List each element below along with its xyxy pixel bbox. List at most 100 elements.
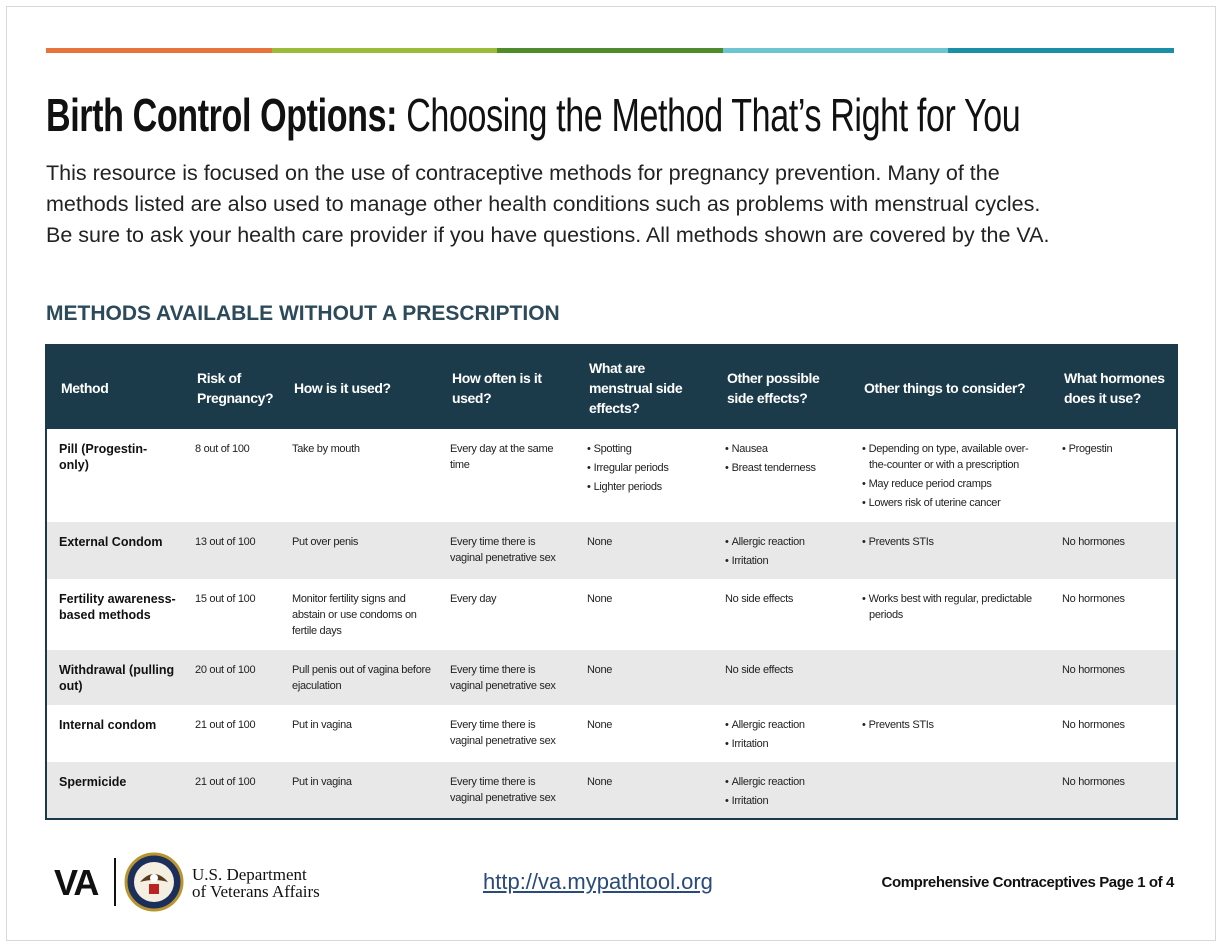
table-cell: Every day at the same time [450,443,554,471]
table-cell: Prevents STIs [850,705,1050,762]
color-bar [46,48,272,53]
table-cell: Progestin [1050,429,1177,522]
va-seal [124,852,184,912]
bullet-item: Progestin [1062,441,1170,457]
bullet-item: Depending on type, available over-the-co… [862,441,1044,473]
method-name: Internal condom [59,718,157,732]
bullet-list: Progestin [1062,441,1170,457]
table-cell: 20 out of 100 [183,650,280,705]
table-row: Pill (Progestin-only) 8 out of 100 Take by… [46,429,1177,522]
intro: This resource is focused on the use of c… [46,158,1050,251]
bullet-list: Nausea Breast tenderness [725,441,844,476]
table-cell: None [587,719,613,731]
table-cell: Every time there is vaginal penetrative … [438,650,575,705]
table-row: Internal condom 21 out of 100 Put in vagin… [46,705,1177,762]
table-cell: None [575,650,713,705]
column-header: Other things to consider? [850,345,1050,429]
table-cell: Every time there is vaginal penetrative … [438,522,575,579]
bullet-item: Allergic reaction [725,534,844,550]
table-cell [850,762,1050,819]
table-cell: 15 out of 100 [195,593,256,605]
table-cell: 21 out of 100 [183,762,280,819]
method-name: External Condom [46,522,183,579]
va-logo: VA [54,862,99,903]
column-header: Risk of Pregnancy? [183,345,280,429]
color-bar [948,48,1174,53]
bullet-item: Irregular periods [587,460,707,476]
page-border [6,6,1216,941]
table-cell: No hormones [1062,593,1125,605]
bullet-list: Prevents STIs [862,534,1044,550]
bullet-item: Works best with regular, predictable per… [862,591,1044,623]
table-row: Spermicide 21 out of 100 Put in vagina Ever… [46,762,1177,819]
table-cell: 8 out of 100 [195,443,250,455]
table-cell: No hormones [1050,762,1177,819]
bullet-item: Lighter periods [587,479,707,495]
bullet-item: Prevents STIs [862,717,1044,733]
site-link[interactable]: http://va.mypathtool.org [483,869,713,894]
bullet-list: Allergic reaction Irritation [725,534,844,569]
column-header: Other possible side effects? [713,345,850,429]
table-row: Withdrawal (pulling out) 20 out of 100 Pul… [46,650,1177,705]
bullet-item: Spotting [587,441,707,457]
table-cell: Prevents STIs [850,522,1050,579]
table-cell: No side effects [725,593,794,605]
section-title: METHODS AVAILABLE WITHOUT A PRESCRIPTION [46,302,560,325]
intro-line: methods listed are also used to manage o… [46,192,1041,216]
methods-table: Method Risk of Pregnancy? How is it used? H… [45,344,1178,820]
table-cell: Works best with regular, predictable per… [850,579,1050,650]
table-cell: Every time there is vaginal penetrative … [450,719,556,747]
department-line: of Veterans Affairs [192,882,320,901]
bullet-item: Prevents STIs [862,534,1044,550]
table-cell: Pull penis out of vagina before ejaculat… [280,650,438,705]
column-header: What are menstrual side effects? [575,345,713,429]
column-header: Method [46,345,183,429]
bullet-item: Allergic reaction [725,717,844,733]
method-name: Pill (Progestin-only) [59,442,148,472]
column-header: What hormones does it use? [1050,345,1177,429]
table-cell: No hormones [1062,719,1125,731]
bullet-list: Allergic reaction Irritation [725,774,844,809]
table-cell: Allergic reaction Irritation [713,522,850,579]
bullet-list: Spotting Irregular periods Lighter periods [587,441,707,495]
table-cell: None [575,522,713,579]
table-cell: No side effects [713,650,850,705]
intro-line: Be sure to ask your health care provider… [46,223,1050,247]
color-bar [723,48,949,53]
table-row: External Condom 13 out of 100 Put over pen… [46,522,1177,579]
bullet-list: Prevents STIs [862,717,1044,733]
bullet-item: Irritation [725,553,844,569]
method-name: Withdrawal (pulling out) [46,650,183,705]
color-bar [272,48,498,53]
table-cell [850,650,1050,705]
title-rest: Choosing the Method That’s Right for You [406,89,1021,141]
table-cell: Every time there is vaginal penetrative … [438,762,575,819]
table-cell: Nausea Breast tenderness [713,429,850,522]
table-cell: Put over penis [280,522,438,579]
bullet-list: Depending on type, available over-the-co… [862,441,1044,511]
title-bold: Birth Control Options: [46,89,398,141]
table-row: Fertility awareness-based methods 15 out … [46,579,1177,650]
intro-line: This resource is focused on the use of c… [46,161,1000,185]
bullet-item: Allergic reaction [725,774,844,790]
table-cell: No hormones [1050,522,1177,579]
method-name: Spermicide [46,762,183,819]
column-header: How is it used? [280,345,438,429]
table-cell: Put in vagina [292,719,352,731]
bullet-list: Allergic reaction Irritation [725,717,844,752]
color-bar [497,48,723,53]
table-cell: 13 out of 100 [183,522,280,579]
bullet-item: Breast tenderness [725,460,844,476]
bullet-list: Works best with regular, predictable per… [862,591,1044,623]
table-cell: Allergic reaction Irritation [713,705,850,762]
table-cell: No hormones [1050,650,1177,705]
table-cell: Monitor fertility signs and abstain or u… [292,593,417,637]
bullet-item: Nausea [725,441,844,457]
title: Birth Control Options: Choosing the Meth… [46,88,1021,142]
bullet-item: Irritation [725,793,844,809]
page-number: Comprehensive Contraceptives Page 1 of 4 [881,874,1175,891]
department-line: U.S. Department [192,865,307,884]
table-cell: None [587,593,613,605]
table-cell: Allergic reaction Irritation [713,762,850,819]
